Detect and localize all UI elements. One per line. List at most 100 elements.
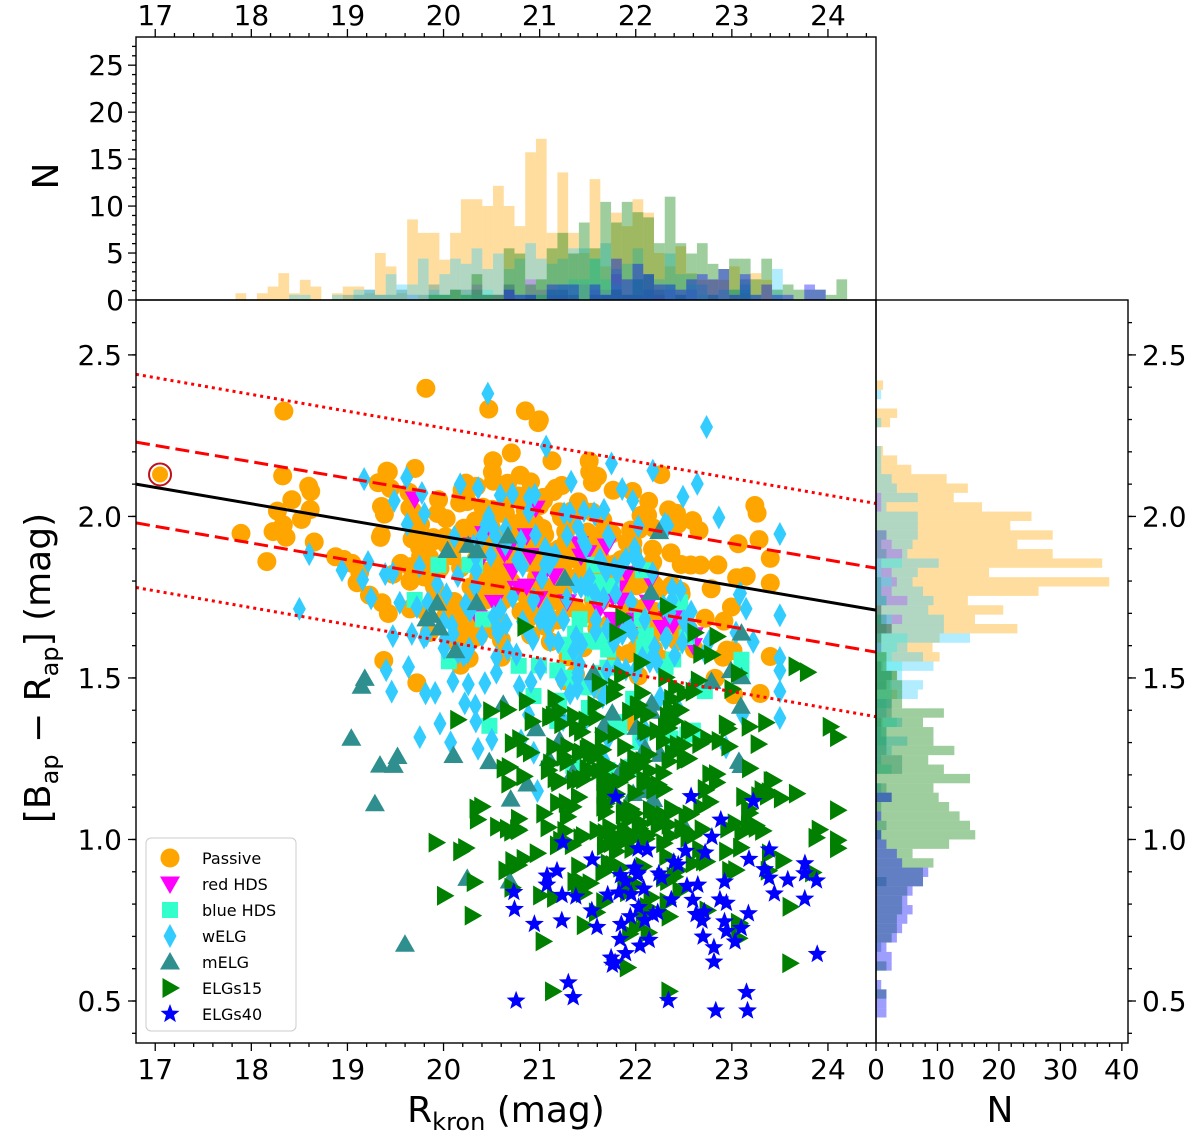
- data-point: [524, 711, 543, 732]
- right-histogram-bar: [876, 698, 892, 709]
- legend: Passive red HDS blue HDS wELG mELG ELGs15 ELGs…: [145, 837, 297, 1032]
- data-point: [685, 853, 704, 874]
- top-histogram-bar: [514, 294, 526, 300]
- right-histogram-bar: [876, 680, 887, 690]
- tick-label: 18: [234, 0, 270, 32]
- top-histogram-bar: [739, 289, 751, 300]
- right-histogram-bar: [876, 689, 918, 699]
- top-histogram-bar: [664, 289, 676, 300]
- data-point: [528, 482, 542, 507]
- data-point: [664, 743, 683, 764]
- data-point: [451, 564, 465, 589]
- right-histogram-bar: [876, 455, 898, 465]
- top-histogram-bar: [353, 294, 365, 300]
- right-histogram-bar: [876, 895, 908, 906]
- data-point: [499, 612, 513, 637]
- top-histogram-bar: [557, 294, 569, 300]
- data-point: [231, 523, 251, 543]
- data-point: [446, 621, 460, 646]
- top-histogram-bar: [772, 269, 783, 300]
- right-histogram-bar: [876, 670, 898, 681]
- top-histogram-panel: [135, 36, 877, 301]
- data-point: [533, 885, 551, 906]
- data-point: [490, 816, 508, 837]
- data-point: [563, 987, 583, 1006]
- right-histogram-bar: [876, 586, 1039, 596]
- top-histogram-bar: [439, 294, 451, 300]
- data-point: [423, 528, 443, 548]
- right-histogram-bar: [876, 642, 882, 653]
- data-point: [504, 899, 524, 918]
- data-point: [664, 798, 682, 819]
- right-histogram-bar: [876, 577, 913, 587]
- top-histogram-bar: [621, 226, 633, 300]
- data-point: [587, 917, 607, 936]
- right-histogram-bar: [876, 708, 944, 718]
- top-histogram-bar: [493, 185, 504, 300]
- top-histogram-bar: [450, 258, 461, 300]
- data-point: [609, 622, 627, 643]
- data-point: [600, 853, 619, 874]
- top-histogram-bar: [707, 279, 719, 300]
- data-point: [677, 876, 697, 895]
- data-point: [479, 751, 500, 770]
- tick-label: 25: [88, 49, 124, 82]
- top-histogram-bar: [396, 289, 408, 300]
- fit-line-solid: [135, 482, 877, 612]
- data-point: [400, 571, 420, 591]
- top-histogram-bar: [299, 294, 311, 300]
- data-point: [433, 711, 447, 736]
- top-histogram-bar: [621, 294, 633, 300]
- data-point: [739, 849, 759, 868]
- top-histogram-bar: [578, 252, 590, 300]
- top-histogram-bar: [600, 201, 612, 300]
- top-histogram-bar: [471, 274, 483, 300]
- right-histogram-bar: [876, 905, 903, 915]
- right-histogram-bar: [876, 727, 887, 737]
- top-histogram-bar: [664, 196, 676, 300]
- right-histogram-bar: [876, 567, 892, 578]
- data-point: [596, 754, 614, 775]
- top-histogram-bar: [407, 294, 418, 300]
- data-point: [749, 530, 769, 550]
- data-point: [518, 691, 537, 712]
- data-point: [582, 566, 596, 591]
- right-histogram-bar: [876, 698, 892, 709]
- right-histogram-bar: [876, 624, 887, 634]
- top-histogram-bar: [267, 286, 279, 300]
- right-histogram-bar: [876, 577, 892, 587]
- top-histogram-series: [428, 196, 848, 300]
- data-point: [773, 658, 787, 683]
- tick-label: 2.5: [77, 339, 122, 372]
- top-histogram-bar: [578, 279, 590, 300]
- data-point: [626, 488, 640, 513]
- tick-label: 23: [714, 0, 750, 32]
- data-point: [588, 706, 606, 727]
- top-histogram-bar: [654, 289, 665, 300]
- right-histogram-bar: [876, 914, 897, 924]
- right-histogram-bar: [876, 745, 887, 756]
- data-point: [416, 378, 436, 398]
- data-point: [564, 469, 578, 494]
- data-point: [469, 558, 483, 583]
- data-point: [733, 651, 750, 668]
- top-histogram-bar: [643, 217, 654, 300]
- data-point: [364, 793, 385, 812]
- top-histogram-bar: [514, 226, 526, 300]
- data-point: [643, 904, 663, 923]
- top-histogram-bar: [686, 253, 697, 300]
- right-histogram-bar: [876, 792, 892, 803]
- top-histogram-bar: [632, 294, 644, 300]
- data-point: [741, 716, 760, 737]
- top-histogram-bar: [718, 289, 730, 300]
- data-point: [490, 645, 504, 670]
- right-histogram-bar: [876, 446, 884, 456]
- data-point: [650, 650, 664, 675]
- data-point: [672, 700, 691, 721]
- tick-label: 2.5: [1142, 339, 1187, 372]
- right-histogram-bar: [876, 811, 960, 821]
- data-point: [468, 693, 482, 718]
- right-histogram-bar: [876, 858, 903, 868]
- right-histogram-bar: [876, 633, 971, 643]
- data-point: [683, 511, 703, 531]
